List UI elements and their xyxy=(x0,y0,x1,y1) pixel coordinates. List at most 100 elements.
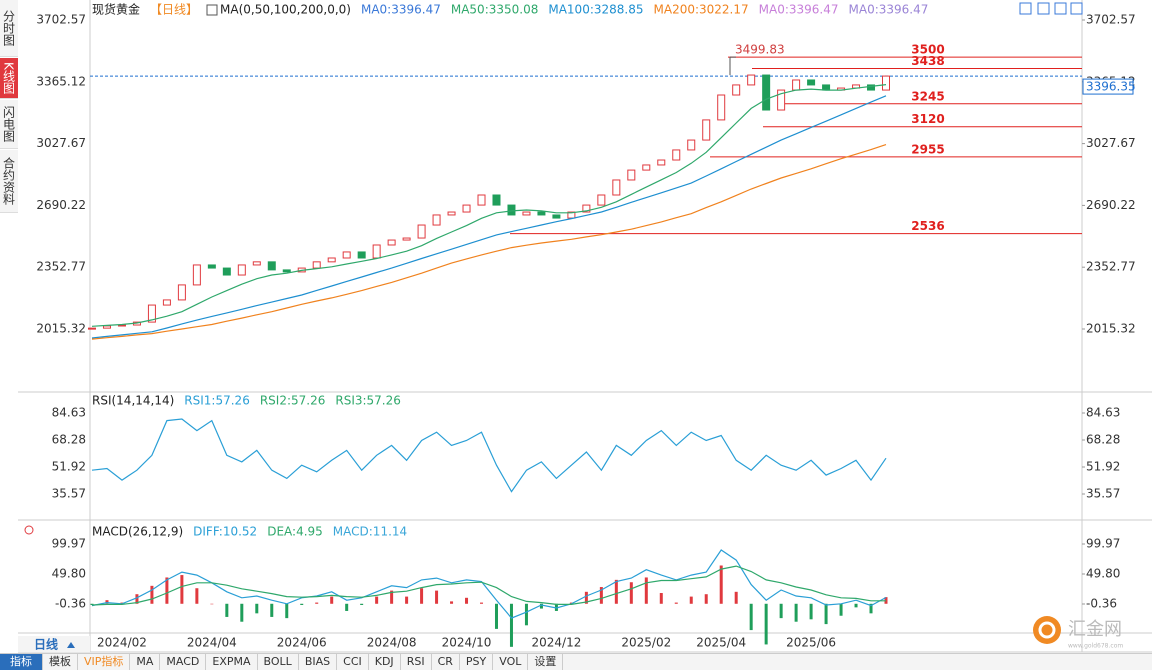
period-selector[interactable]: 日线 xyxy=(34,637,58,652)
macd-bar xyxy=(255,603,259,614)
macd-bar xyxy=(270,603,274,617)
macd-bar xyxy=(704,594,708,604)
candle xyxy=(612,179,621,196)
candle xyxy=(222,267,231,276)
candle xyxy=(492,194,501,206)
icon xyxy=(206,4,218,16)
y-tick-label: 35.57 xyxy=(52,487,86,501)
candle xyxy=(597,194,606,206)
toolbar-item[interactable]: BIAS xyxy=(299,654,338,670)
candle xyxy=(327,257,336,263)
legend-item: MA0:3396.47 xyxy=(849,3,929,17)
icon[interactable] xyxy=(1037,2,1050,15)
series-line xyxy=(91,144,887,340)
x-tick-label: 2024/06 xyxy=(277,636,327,650)
macd-bar xyxy=(465,597,469,604)
y-tick-label: 99.97 xyxy=(1086,536,1120,550)
x-tick-label: 2024/02 xyxy=(97,636,147,650)
legend-item: MA200:3022.17 xyxy=(654,3,749,17)
y-tick-label: -0.36 xyxy=(55,596,86,610)
macd-bar xyxy=(435,590,439,604)
toolbar-item[interactable]: 指标 xyxy=(0,654,43,670)
last-price-box xyxy=(1082,78,1134,95)
toolbar-icons[interactable] xyxy=(1019,2,1083,15)
legend-item: MA0:3396.47 xyxy=(759,3,839,17)
macd-bar xyxy=(405,596,409,604)
candle xyxy=(687,139,696,151)
toolbar-item[interactable]: VIP指标 xyxy=(78,654,131,670)
macd-bar xyxy=(165,577,169,604)
macd-bar xyxy=(809,603,813,620)
toolbar-item[interactable]: MACD xyxy=(160,654,207,670)
legend-item: DIFF:10.52 xyxy=(193,525,257,539)
toolbar-item[interactable]: BOLL xyxy=(258,654,299,670)
icon[interactable] xyxy=(1019,2,1032,15)
macd-bar xyxy=(854,603,858,608)
candle xyxy=(177,284,186,301)
sidebar-tab[interactable]: 闪电图 xyxy=(0,100,18,149)
legend-item: RSI2:57.26 xyxy=(260,394,326,408)
macd-bar xyxy=(599,587,603,604)
toolbar-item[interactable]: KDJ xyxy=(369,654,401,670)
candle xyxy=(552,214,561,219)
panel-title: RSI(14,14,14) xyxy=(92,394,174,408)
toolbar-item[interactable]: MA xyxy=(130,654,161,670)
x-tick-label: 2025/06 xyxy=(786,636,836,650)
macd-bar xyxy=(644,577,648,604)
y-tick-label: 3702.57 xyxy=(1086,13,1136,27)
settings-icon[interactable] xyxy=(24,525,34,535)
x-tick-label: 2025/02 xyxy=(621,636,671,650)
macd-bar xyxy=(150,585,154,604)
y-tick-label: 3027.67 xyxy=(1086,136,1136,150)
toolbar-item[interactable]: VOL xyxy=(493,654,529,670)
toolbar-item[interactable]: EXPMA xyxy=(206,654,258,670)
toolbar-item[interactable]: CR xyxy=(432,654,460,670)
level-label: 3120 xyxy=(911,112,944,126)
x-tick-label: 2024/04 xyxy=(187,636,237,650)
macd-bar xyxy=(195,588,199,604)
legend-item: RSI3:57.26 xyxy=(335,394,401,408)
candle xyxy=(282,269,291,273)
sidebar-tab[interactable]: 合约资料 xyxy=(0,150,18,213)
candle xyxy=(582,204,591,213)
series-line xyxy=(91,95,887,339)
candle xyxy=(252,261,261,266)
y-tick-label: 3365.12 xyxy=(36,74,86,88)
sidebar-tab[interactable]: 分时图 xyxy=(0,0,18,57)
candle xyxy=(657,159,666,166)
macd-bar xyxy=(494,603,498,629)
toolbar-item[interactable]: 模板 xyxy=(43,654,78,670)
toolbar-item[interactable]: PSY xyxy=(460,654,494,670)
toolbar-item[interactable]: CCI xyxy=(337,654,369,670)
macd-bar xyxy=(330,596,334,604)
legend-item: MA100:3288.85 xyxy=(548,3,643,17)
y-tick-label: 3702.57 xyxy=(36,13,86,27)
sidebar-tab[interactable]: K线图 xyxy=(0,58,18,99)
y-tick-label: 35.57 xyxy=(1086,487,1120,501)
x-tick-label: 2025/04 xyxy=(696,636,746,650)
candle xyxy=(672,149,681,161)
x-tick-label: 2024/10 xyxy=(442,636,492,650)
candle xyxy=(732,84,741,96)
candle xyxy=(807,79,816,86)
candle xyxy=(627,169,636,181)
toolbar: 指标 模板 VIP指标 MA MACD EXPMA BOLL BIAS CCI KDJ RSI CR P… xyxy=(0,653,1152,670)
macd-bar xyxy=(345,603,349,611)
candle xyxy=(207,264,216,269)
macd-bar xyxy=(105,600,109,604)
high-label: 3499.83 xyxy=(735,43,785,57)
level-label: 3438 xyxy=(911,54,944,68)
icon[interactable] xyxy=(1054,2,1067,15)
series-line xyxy=(91,418,887,493)
icon[interactable] xyxy=(1070,2,1083,15)
y-tick-label: 68.28 xyxy=(52,432,86,446)
candle xyxy=(882,75,890,91)
candle xyxy=(267,261,276,271)
macd-bar xyxy=(779,603,783,619)
candle xyxy=(792,79,801,91)
period-arrow[interactable] xyxy=(67,642,75,648)
toolbar-item[interactable]: 设置 xyxy=(528,654,564,670)
toolbar-item[interactable]: RSI xyxy=(401,654,432,670)
